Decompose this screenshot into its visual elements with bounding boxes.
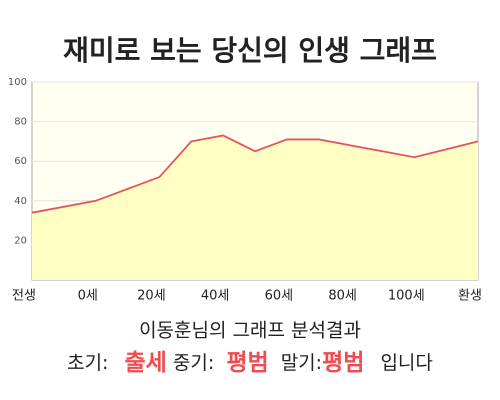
result-word: 출세 bbox=[125, 350, 167, 376]
line bbox=[31, 134, 479, 214]
x-tick-label: 100세 bbox=[388, 289, 425, 304]
x-tick-label: 20세 bbox=[137, 289, 166, 304]
y-tick-label: 40 bbox=[14, 196, 27, 207]
y-tick-label: 80 bbox=[14, 117, 27, 128]
chart-title: 재미로 보는 당신의 인생 그래프 bbox=[63, 34, 437, 67]
result-line: 초기: 출세 중기: 평범 말기:평범 입니다 bbox=[67, 350, 433, 376]
label: 초기: bbox=[67, 352, 108, 374]
area bbox=[32, 135, 478, 280]
y-tick-label: 100 bbox=[8, 77, 27, 88]
x-tick-label: 40세 bbox=[201, 289, 230, 304]
x-tick-label: 80세 bbox=[328, 289, 357, 304]
x-tick-label: 0세 bbox=[78, 289, 98, 304]
x-tick-label: 환생 bbox=[458, 289, 482, 304]
label: 입니다 bbox=[380, 352, 432, 374]
label: 말기: bbox=[281, 352, 322, 374]
result-word: 평범 bbox=[322, 350, 364, 376]
y-tick-label: 20 bbox=[14, 235, 27, 246]
x-tick-label: 60세 bbox=[265, 289, 294, 304]
y-tick-label: 60 bbox=[14, 156, 27, 167]
label: 중기: bbox=[173, 352, 214, 374]
result-word: 평범 bbox=[226, 350, 268, 376]
result-heading: 이동훈님의 그래프 분석결과 bbox=[139, 320, 361, 342]
x-tick-label: 전생 bbox=[12, 289, 36, 304]
